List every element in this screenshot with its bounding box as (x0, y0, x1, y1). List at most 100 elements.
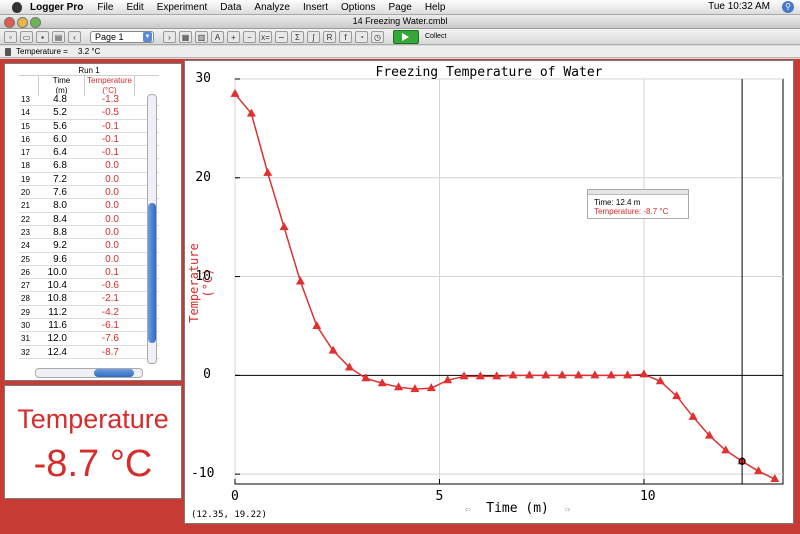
menu-help[interactable]: Help (424, 1, 446, 13)
table-horizontal-scroll-thumb[interactable] (94, 369, 134, 377)
cell-time: 9.6 (53, 253, 67, 265)
data-point-marker (721, 445, 731, 454)
data-point-marker (328, 345, 338, 354)
back-icon[interactable]: ‹ (68, 30, 81, 43)
x-tick-label: 5 (435, 489, 444, 504)
table-row[interactable]: 14 5.2 -0.5 (19, 106, 159, 120)
table-row[interactable]: 17 6.4 -0.1 (19, 146, 159, 160)
table-row[interactable]: 16 6.0 -0.1 (19, 133, 159, 147)
model-icon[interactable]: ◔ (355, 30, 368, 43)
table-row[interactable]: 15 5.6 -0.1 (19, 120, 159, 133)
row-index: 25 (21, 254, 30, 264)
apple-icon[interactable] (12, 1, 22, 13)
table-row[interactable]: 13 4.8 -1.3 (19, 93, 159, 107)
zoom-out-icon[interactable]: − (243, 30, 256, 43)
page-select[interactable]: Page 1 ▼ (90, 30, 154, 43)
open-folder-icon[interactable]: ▭ (20, 30, 33, 43)
data-point-marker (541, 370, 551, 379)
window-minimize-button[interactable] (17, 17, 28, 28)
cell-temperature: -8.7 (101, 346, 119, 358)
menu-items: File Edit Experiment Data Analyze Insert… (97, 2, 458, 13)
linear-fit-icon[interactable]: R (323, 30, 336, 43)
window-close-button[interactable] (4, 17, 15, 28)
menu-page[interactable]: Page (388, 1, 412, 13)
spotlight-search-icon[interactable]: ⚲ (782, 1, 794, 13)
autoscale-icon[interactable]: A (211, 30, 224, 43)
examine-time: Time: 12.4 m (594, 198, 641, 207)
table-row[interactable]: 27 10.4 -0.6 (19, 279, 159, 293)
statistics-icon[interactable]: Σ (291, 30, 304, 43)
plot-frame (234, 78, 784, 485)
table-row[interactable]: 30 11.6 -6.1 (19, 319, 159, 333)
table-row[interactable]: 26 10.0 0.1 (19, 266, 159, 280)
run-label: Run 1 (19, 66, 159, 76)
table-vertical-scrollbar[interactable] (147, 94, 157, 364)
save-icon[interactable]: ▪ (36, 30, 49, 43)
table-header-names: Time Temperature (19, 76, 159, 86)
menu-analyze[interactable]: Analyze (254, 1, 290, 13)
digital-meter[interactable]: Temperature -8.7 °C (4, 385, 182, 499)
data-set-icon[interactable]: ▥ (195, 30, 208, 43)
cell-temperature: 0.0 (105, 240, 119, 252)
cell-time: 5.2 (53, 107, 67, 119)
table-row[interactable]: 24 9.2 0.0 (19, 239, 159, 253)
collect-button[interactable] (393, 29, 419, 44)
examine-box-titlebar[interactable] (588, 190, 688, 195)
y-tick-label: 30 (195, 71, 211, 86)
table-row[interactable]: 21 8.0 0.0 (19, 199, 159, 213)
sensor-value: 3.2 °C (78, 47, 101, 56)
app-menu[interactable]: Logger Pro (30, 1, 84, 13)
table-horizontal-scrollbar[interactable] (35, 368, 143, 378)
column-header-temperature[interactable]: Temperature (85, 76, 135, 86)
graph-panel[interactable]: Freezing Temperature of Water Temperatur… (184, 60, 794, 524)
menu-insert[interactable]: Insert (302, 1, 328, 13)
window-zoom-button[interactable] (30, 17, 41, 28)
graph-canvas[interactable] (185, 61, 793, 523)
data-table[interactable]: Run 1 Time Temperature (m) (°C) 13 4.8 -1.… (4, 63, 182, 381)
new-file-icon[interactable]: ▫ (4, 30, 17, 43)
table-icon[interactable]: ▦ (179, 30, 192, 43)
y-tick-label: 20 (195, 169, 211, 185)
table-vertical-scroll-thumb[interactable] (148, 203, 156, 343)
table-row[interactable]: 18 6.8 0.0 (19, 159, 159, 173)
sensor-label: Temperature = (16, 47, 68, 56)
menu-file[interactable]: File (97, 1, 114, 13)
x-axis-left-arrow-icon[interactable]: ⇦ (465, 505, 471, 515)
examine-box[interactable]: Time: 12.4 m Temperature: -8.7 °C (587, 189, 689, 219)
cell-time: 8.0 (53, 200, 67, 212)
y-tick-label: 10 (195, 268, 211, 284)
menu-clock[interactable]: Tue 10:32 AM (708, 1, 770, 12)
table-row[interactable]: 25 9.6 0.0 (19, 253, 159, 266)
next-page-icon[interactable]: › (163, 30, 176, 43)
x-axis-right-arrow-icon[interactable]: ⇨ (564, 505, 571, 515)
menu-options[interactable]: Options (341, 1, 376, 13)
table-row[interactable]: 22 8.4 0.0 (19, 213, 159, 226)
menu-edit[interactable]: Edit (126, 1, 144, 13)
column-header-time[interactable]: Time (39, 76, 85, 86)
table-row[interactable]: 32 12.4 -8.7 (19, 346, 159, 359)
integral-icon[interactable]: ∫ (307, 30, 320, 43)
x-axis-label-wrap[interactable]: ⇦ Time (m) ⇨ (457, 501, 578, 516)
table-row[interactable]: 31 12.0 -7.6 (19, 332, 159, 346)
table-row[interactable]: 28 10.8 -2.1 (19, 292, 159, 306)
row-index: 23 (21, 227, 30, 237)
print-icon[interactable]: ▤ (52, 30, 65, 43)
table-row[interactable]: 29 11.2 -4.2 (19, 306, 159, 320)
clock-icon[interactable]: ◷ (371, 30, 384, 43)
curve-fit-icon[interactable]: f (339, 30, 352, 43)
menu-experiment[interactable]: Experiment (156, 1, 208, 13)
menu-data[interactable]: Data (220, 1, 242, 13)
column-unit-temperature: (°C) (85, 86, 135, 96)
examine-icon[interactable]: x= (259, 30, 272, 43)
table-row[interactable]: 23 8.8 0.0 (19, 226, 159, 240)
table-row[interactable]: 20 7.6 0.0 (19, 186, 159, 200)
zoom-in-icon[interactable]: + (227, 30, 240, 43)
data-point-marker (394, 382, 404, 391)
tangent-icon[interactable]: ∼ (275, 30, 288, 43)
row-index: 21 (21, 201, 30, 211)
cell-time: 7.2 (53, 173, 67, 185)
cell-temperature: 0.0 (105, 160, 119, 172)
cell-temperature: -0.1 (101, 147, 119, 159)
table-row[interactable]: 19 7.2 0.0 (19, 173, 159, 187)
cell-time: 6.8 (53, 160, 67, 172)
